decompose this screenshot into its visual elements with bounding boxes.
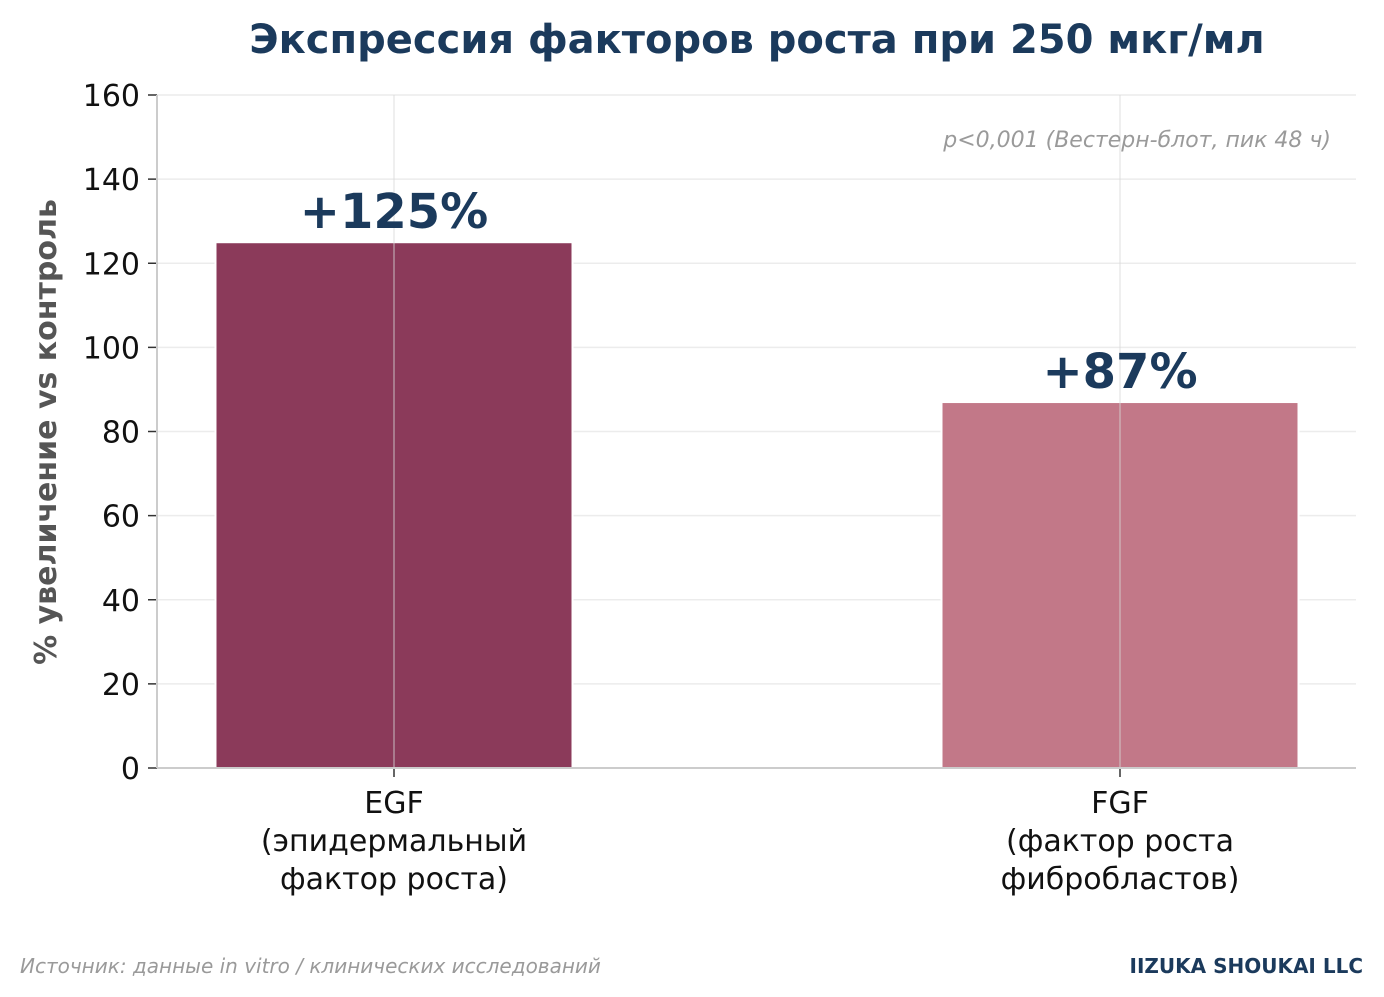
x-tick-label-line: фактор роста) xyxy=(280,862,508,897)
x-tick-label-line: FGF xyxy=(1091,786,1149,821)
vertical-grid-layer xyxy=(393,95,1121,768)
significance-annotation: p<0,001 (Вестерн-блот, пик 48 ч) xyxy=(942,128,1331,153)
bar-data-label: +125% xyxy=(300,184,489,240)
y-tick-label: 60 xyxy=(102,500,140,535)
x-tick-label: EGF (эпидермальный фактор роста) xyxy=(261,786,527,897)
y-axis-label: % увеличение vs контроль xyxy=(29,199,64,665)
y-tick-label: 160 xyxy=(83,79,140,114)
x-tick-label-line: EGF xyxy=(364,786,423,821)
labels-layer: 0 20 40 60 80 100 120 140 160 +125% EGF (эпидермаль… xyxy=(83,79,1240,897)
bar-data-label: +87% xyxy=(1042,344,1197,400)
x-tick-label: FGF (фактор роста фибробластов) xyxy=(1001,786,1240,897)
x-tick-label-line: фибробластов) xyxy=(1001,862,1240,897)
chart-title: Экспрессия факторов роста при 250 мкг/мл xyxy=(249,17,1264,63)
brand-name: IIZUKA SHOUKAI LLC xyxy=(1130,954,1364,978)
y-tick-label: 0 xyxy=(121,752,140,787)
y-tick-label: 40 xyxy=(102,584,140,619)
y-tick-label: 20 xyxy=(102,668,140,703)
y-tick-label: 100 xyxy=(83,331,140,366)
y-tick-label: 120 xyxy=(83,247,140,282)
x-tick-label-line: (фактор роста xyxy=(1006,824,1234,859)
source-note: Источник: данные in vitro / клинических … xyxy=(20,954,601,978)
axes-layer xyxy=(148,94,1356,777)
y-tick-label: 80 xyxy=(102,416,140,451)
y-tick-label: 140 xyxy=(83,163,140,198)
x-tick-label-line: (эпидермальный xyxy=(261,824,527,859)
bars-layer xyxy=(214,241,1300,769)
